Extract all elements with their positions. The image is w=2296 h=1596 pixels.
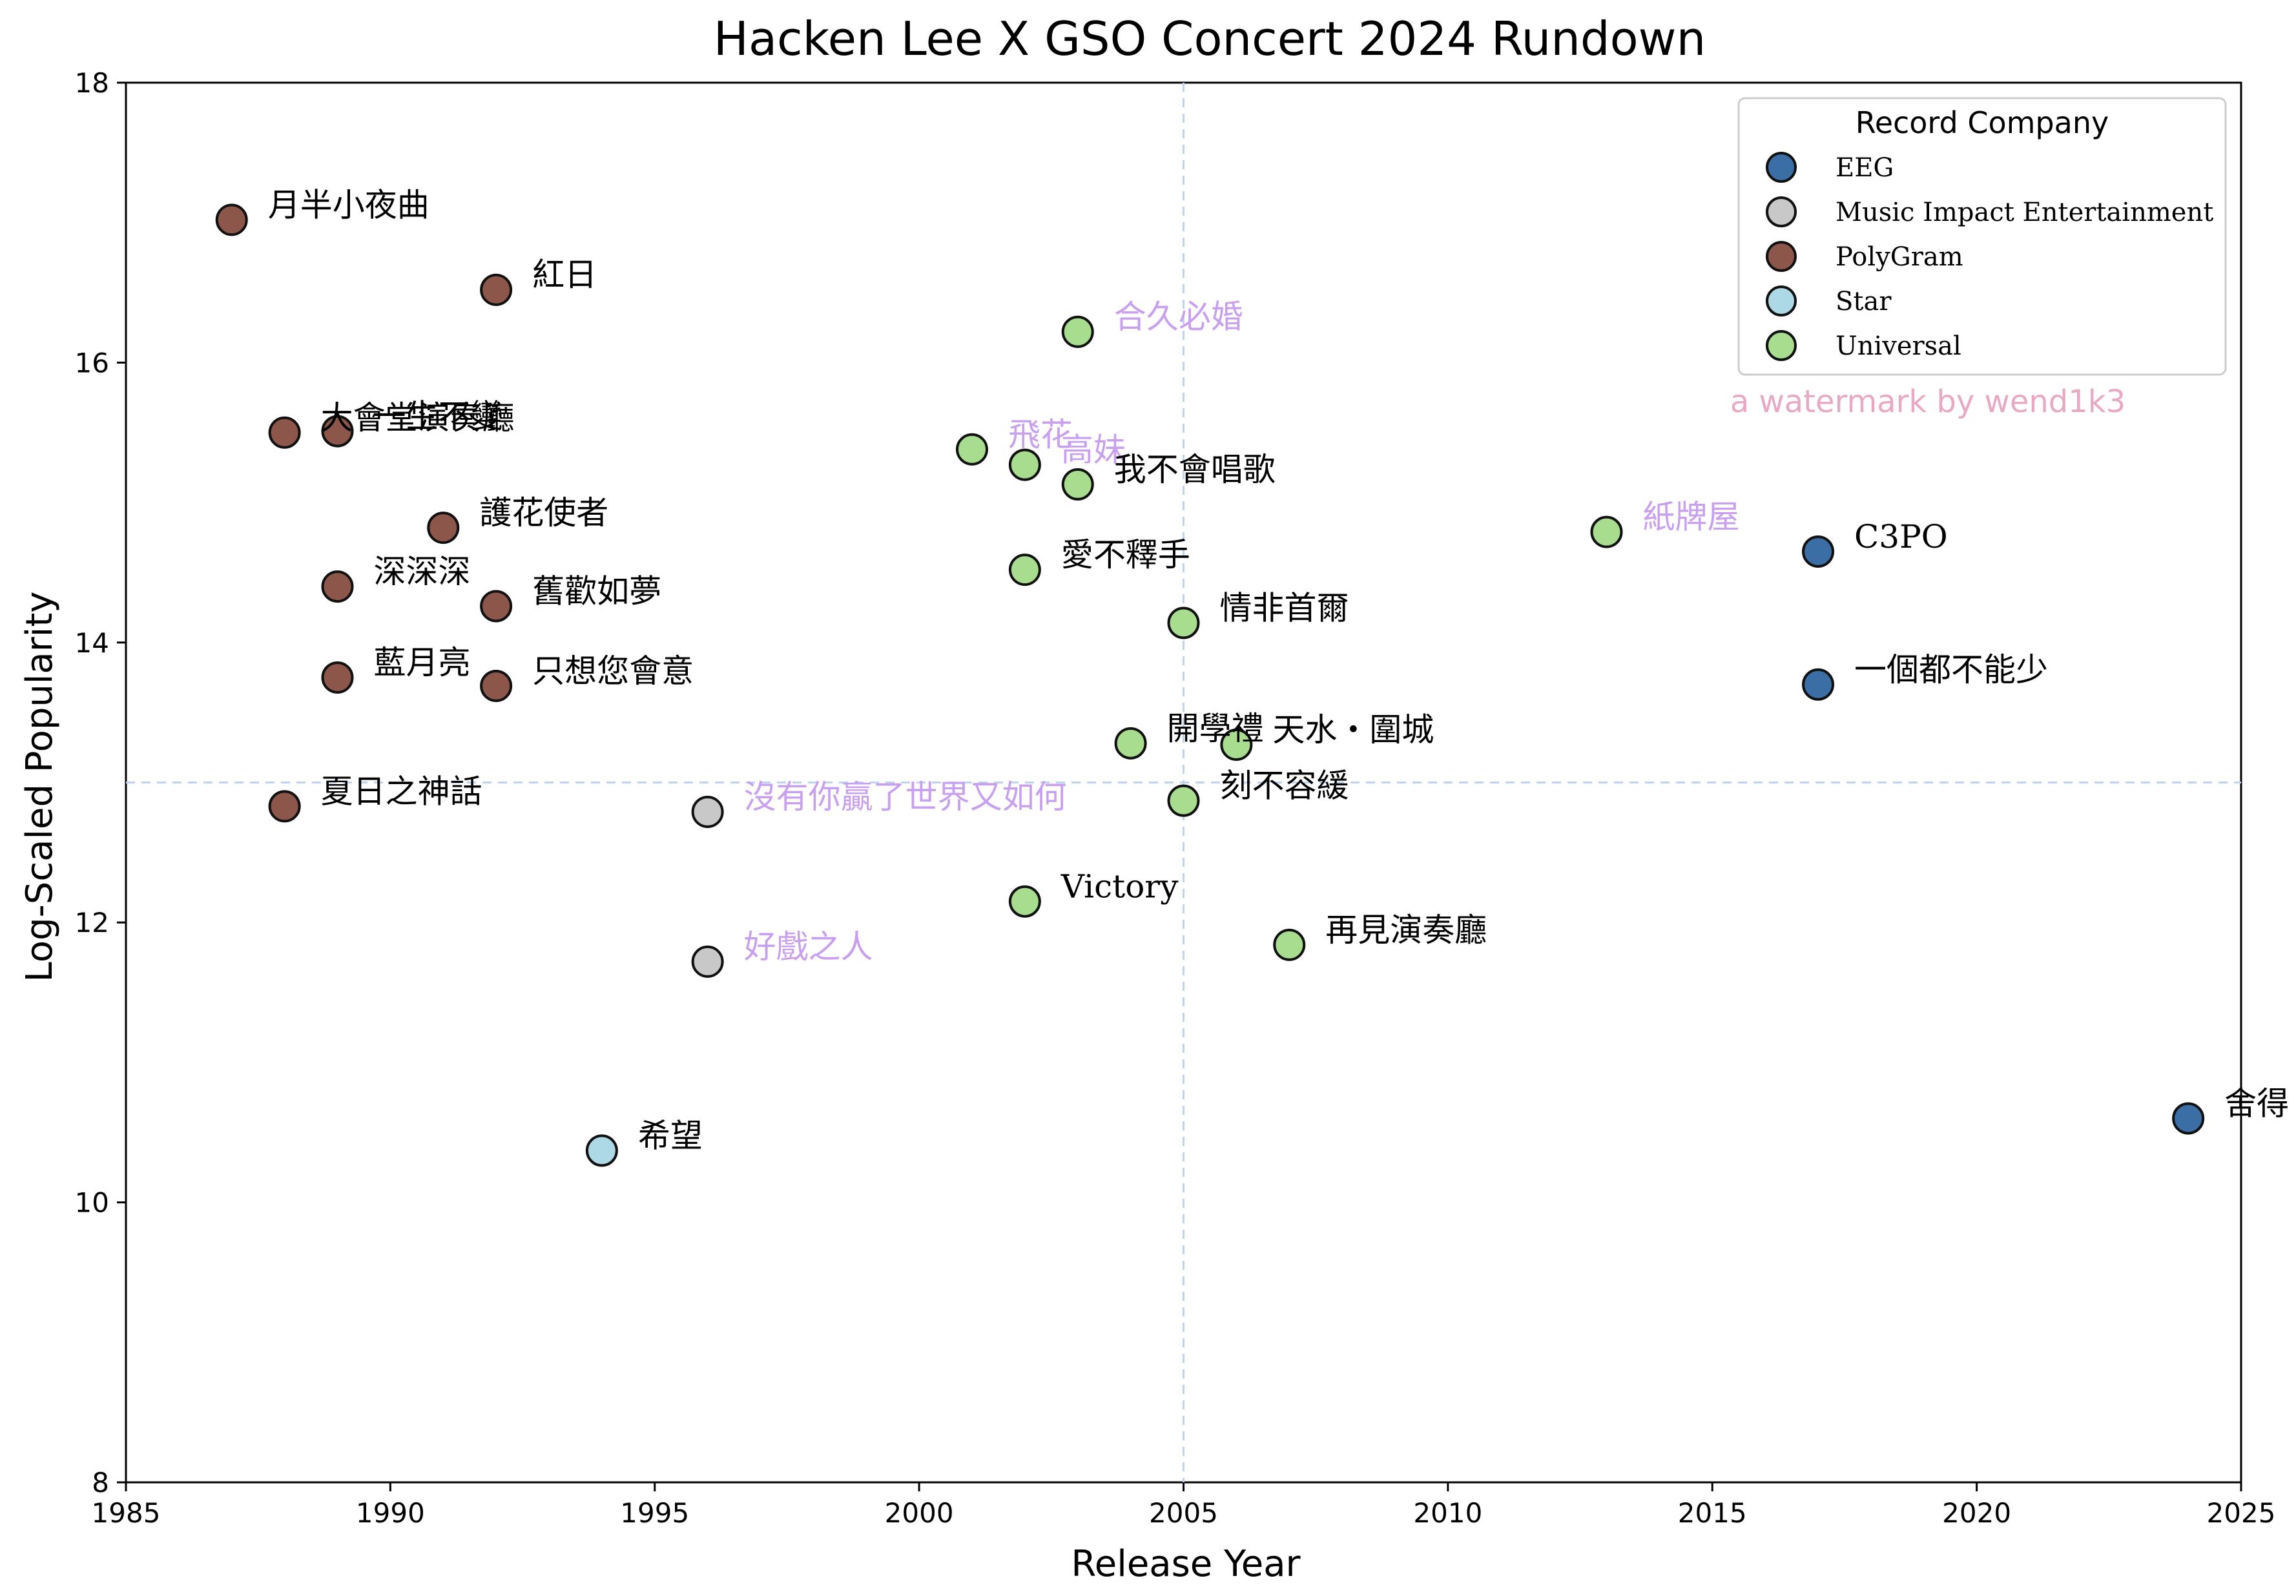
x-axis-ticks: 1985 1990 1995 2000 2005 2010 2015 2020 2025 (92, 1482, 2276, 1529)
data-point (1802, 535, 1834, 568)
point-label: 開學禮 (1167, 710, 1264, 747)
data-point (480, 590, 513, 623)
point-label: 天水・圍城 (1272, 711, 1434, 749)
point-label: 護花使者 (479, 494, 608, 532)
x-tick-label: 2015 (1678, 1497, 1747, 1529)
point-label: 舍得 (2224, 1085, 2289, 1123)
point-label: 情非首爾 (1220, 589, 1349, 627)
data-point (215, 203, 248, 236)
data-point (1802, 668, 1834, 701)
y-tick-label: 8 (92, 1467, 109, 1498)
watermark: a watermark by wend1k3 (1730, 384, 2125, 420)
legend-label: EEG (1836, 153, 1894, 183)
data-point (691, 945, 724, 978)
point-label: 只想您會意 (532, 652, 694, 690)
legend-label: Universal (1836, 331, 1961, 361)
data-point (1061, 468, 1094, 501)
point-label: 紙牌屋 (1643, 499, 1740, 536)
data-point (321, 570, 354, 603)
legend-marker (1766, 330, 1797, 361)
data-point (1114, 727, 1147, 760)
point-label: 藍月亮 (374, 644, 471, 681)
plot-area: 1985 1990 1995 2000 2005 2010 2015 2020 2025 8 10… (75, 67, 2290, 1529)
legend: Record Company EEG Music Impact Entertain… (1737, 97, 2227, 376)
x-tick-label: 2020 (1942, 1497, 2011, 1529)
data-point (1220, 728, 1253, 761)
data-point (1167, 784, 1200, 817)
point-label: Victory (1060, 868, 1179, 906)
point-label: 刻不容緩 (1220, 767, 1349, 805)
point-label: 高妹 (1061, 431, 1126, 469)
point-label: 舊歡如夢 (532, 572, 661, 610)
data-point (321, 415, 354, 448)
y-tick-label: 12 (75, 907, 109, 938)
point-label: 紅日 (532, 256, 597, 294)
point-label: 合久必婚 (1114, 298, 1243, 336)
legend-marker (1766, 241, 1797, 272)
data-point (691, 796, 724, 829)
chart-title: Hacken Lee X GSO Concert 2024 Rundown (714, 12, 1706, 66)
legend-entries: EEG Music Impact Entertainment PolyGram Sta… (1766, 152, 2213, 361)
x-tick-label: 1995 (620, 1497, 689, 1529)
legend-title: Record Company (1856, 105, 2109, 140)
x-tick-label: 2005 (1149, 1497, 1218, 1529)
y-axis-ticks: 8 10 12 14 16 18 (75, 67, 126, 1498)
data-point (1008, 448, 1041, 481)
x-tick-label: 2000 (885, 1497, 954, 1529)
point-label: 再見演奏廳 (1325, 911, 1487, 949)
y-tick-label: 14 (75, 627, 109, 659)
data-point (1008, 885, 1041, 918)
x-tick-label: 1990 (356, 1497, 425, 1529)
data-point (321, 661, 354, 694)
y-tick-label: 16 (75, 347, 109, 378)
legend-marker (1766, 285, 1797, 316)
data-points (215, 203, 2205, 1167)
y-axis-label: Log-Scaled Popularity (19, 592, 61, 982)
point-label: 飛花 (1008, 416, 1073, 453)
data-point (1061, 315, 1094, 348)
point-label: 好戲之人 (744, 928, 873, 966)
point-label: C3PO (1854, 518, 1948, 555)
legend-label: Star (1836, 287, 1892, 316)
point-label: 我不會唱歌 (1114, 451, 1276, 488)
legend-marker (1766, 196, 1797, 227)
x-tick-label: 2025 (2207, 1497, 2276, 1529)
data-point (2172, 1102, 2205, 1135)
x-axis-label: Release Year (1071, 1543, 1301, 1585)
point-label: 月半小夜曲 (268, 186, 429, 223)
y-tick-label: 10 (75, 1187, 109, 1219)
point-label: 深深深 (374, 553, 471, 590)
point-label: 希望 (638, 1117, 703, 1154)
legend-marker (1766, 152, 1797, 183)
point-label: 一個都不能少 (1854, 651, 2048, 689)
point-label: 夏日之神話 (321, 772, 482, 810)
data-point (1008, 554, 1041, 586)
data-point (268, 790, 301, 823)
point-label: 愛不釋手 (1061, 536, 1190, 574)
data-point (1590, 515, 1623, 548)
data-point (427, 512, 460, 544)
data-point (268, 416, 301, 449)
data-point (480, 669, 513, 702)
point-label: 一生不變 (374, 398, 503, 435)
legend-box (1737, 97, 2227, 376)
x-tick-label: 1985 (92, 1497, 161, 1529)
point-label: 大會堂演奏廳 (321, 399, 515, 437)
data-point (1273, 928, 1306, 961)
data-point (585, 1134, 618, 1167)
point-label: 沒有你贏了世界又如何 (744, 778, 1067, 816)
x-tick-label: 2010 (1413, 1497, 1482, 1529)
data-point (1167, 606, 1200, 639)
data-point (480, 273, 513, 306)
y-tick-label: 18 (75, 67, 109, 99)
legend-label: PolyGram (1836, 242, 1963, 272)
data-point (956, 433, 988, 466)
legend-label: Music Impact Entertainment (1836, 198, 2213, 227)
